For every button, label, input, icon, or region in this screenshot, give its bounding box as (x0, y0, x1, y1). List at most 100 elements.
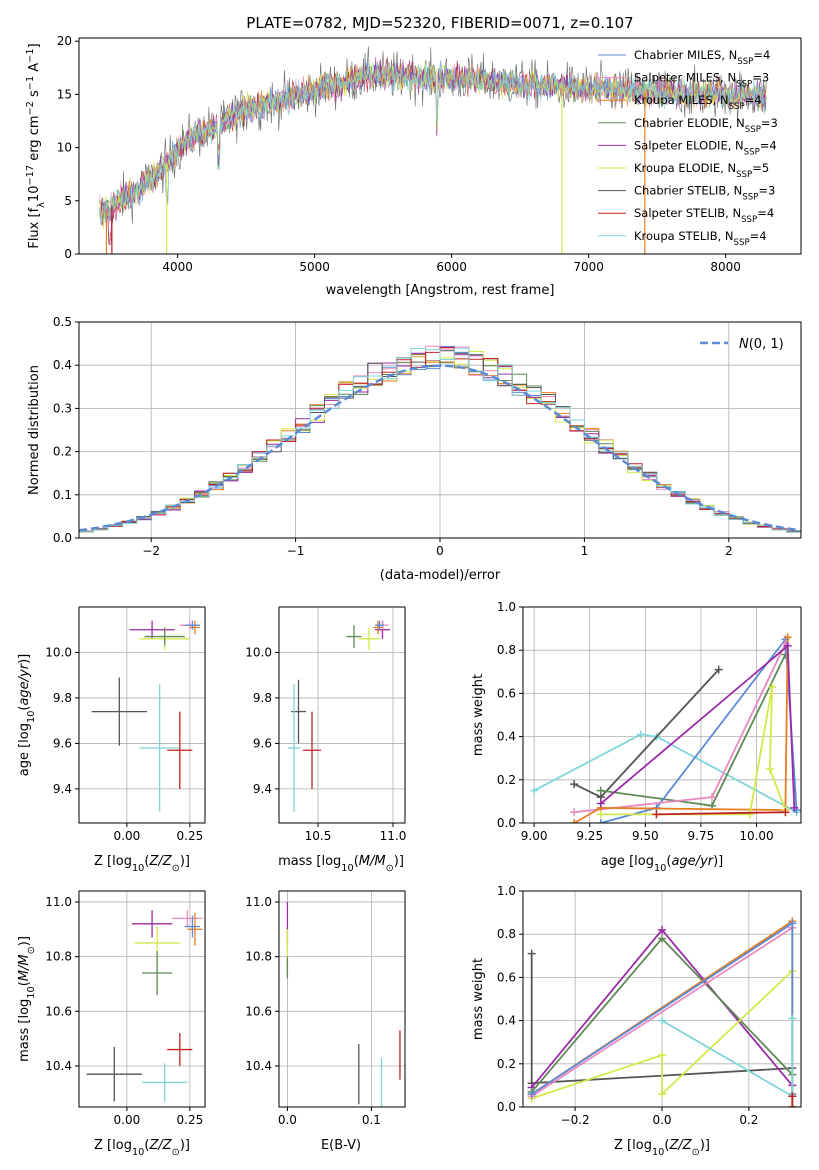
y-tick-label: 9.4 (253, 782, 272, 796)
weight-marker-salpeter_stelib (781, 808, 790, 817)
x-tick-label: 9.50 (632, 829, 659, 843)
legend-label: Kroupa MILES, NSSP=4 (634, 93, 762, 112)
plot-area-weight_vs_age (530, 633, 801, 823)
x-tick-label: 0.25 (177, 1113, 204, 1127)
y-tick-label: 0.2 (497, 1057, 516, 1071)
spectrum-xlabel: wavelength [Angstrom, rest frame] (326, 283, 555, 298)
y-tick-label: 0.6 (497, 970, 516, 984)
weight-marker-kroupa_stelib (658, 1016, 666, 1025)
plot-area-weight_vs_z (527, 917, 797, 1107)
axes-frame (278, 890, 406, 1108)
x-tick-label: 9.00 (521, 829, 548, 843)
y-tick-label: 0.8 (497, 927, 516, 941)
x-tick-label: 0.25 (177, 829, 204, 843)
weight-marker-chabrier_miles (596, 819, 605, 823)
weight-marker-salpeter_elodie (596, 799, 605, 808)
weight-line-kroupa_elodie (600, 686, 787, 816)
plot-area-mass_vs_z (86, 910, 203, 1102)
legend-label: Salpeter MILES, NSSP=3 (634, 71, 769, 90)
x-tick-label: 0.00 (114, 1113, 141, 1127)
weight-marker-kroupa_miles (783, 633, 792, 642)
legend-label: Salpeter STELIB, NSSP=4 (634, 206, 774, 225)
weight-line-chabrier_elodie (600, 654, 787, 807)
weight-marker-chabrier_miles (788, 919, 797, 928)
y-tick-label: 0.1 (53, 488, 72, 502)
legend-label: Kroupa STELIB, NSSP=4 (634, 229, 767, 248)
x-tick-label: 9.25 (576, 829, 603, 843)
weight-vs-age-ylabel: mass weight (471, 674, 486, 756)
y-tick-label: 0.8 (497, 643, 516, 657)
weight-marker-salpeter_miles (708, 793, 717, 802)
weight-vs-z-ylabel: mass weight (471, 958, 486, 1040)
weight-marker-chabrier_stelib (570, 780, 579, 789)
legend-gaussian-label: N(0, 1) (739, 337, 784, 352)
y-tick-label: 10.4 (45, 1059, 72, 1073)
y-tick-label: 10.6 (245, 1004, 272, 1018)
axes-frame (78, 606, 206, 824)
weight-line-kroupa_miles (573, 637, 789, 823)
axes-mass_vs_ebv: 0.0 0.1 10.4 10.6 10.8 11.0 (245, 890, 406, 1127)
y-tick-label: 10.6 (45, 1004, 72, 1018)
axes-spectrum: 4000 5000 6000 7000 8000 0 5 10 15 20 (57, 34, 802, 274)
legend-label: Chabrier ELODIE, NSSP=3 (634, 116, 778, 135)
weight-line-salpeter_stelib (656, 811, 786, 816)
legend-label: Chabrier STELIB, NSSP=3 (634, 184, 775, 203)
axes-frame (278, 606, 406, 824)
mass-vs-z-ylabel: mass [log10(M/M⊙)] (17, 936, 37, 1062)
weight-marker-kroupa_elodie (658, 1051, 666, 1060)
weight-vs-age-xlabel: age [log10(age/yr)] (601, 854, 724, 874)
weight-marker-kroupa_stelib (636, 730, 645, 739)
x-tick-label: 10.5 (305, 829, 332, 843)
x-tick-label: 6000 (436, 260, 467, 274)
plot-area-age_vs_mass (288, 620, 390, 812)
weight-marker-salpeter_elodie (790, 803, 799, 812)
age-vs-mass-xlabel: mass [log10(M/M⊙)] (278, 854, 404, 874)
residuals-xlabel: (data-model)/error (380, 568, 501, 583)
weight-vs-z-xlabel: Z [log10(Z/Z⊙)] (614, 1138, 710, 1158)
y-tick-label: 0 (64, 247, 72, 261)
y-tick-label: 0.0 (497, 816, 516, 830)
y-tick-label: 11.0 (245, 895, 272, 909)
x-tick-label: 4000 (162, 260, 193, 274)
axes-residuals: −2 −1 0 1 2 0.0 0.1 0.2 0.3 0.4 0.5 (53, 315, 802, 558)
y-tick-label: 0.2 (497, 773, 516, 787)
y-tick-label: 9.6 (253, 736, 272, 750)
weight-marker-kroupa_elodie (596, 810, 605, 819)
x-tick-label: 0 (436, 544, 444, 558)
weight-marker-kroupa_elodie (658, 1090, 666, 1099)
plot-area-mass_vs_ebv (286, 901, 401, 1107)
y-tick-label: 0.6 (497, 686, 516, 700)
x-tick-label: 11.0 (380, 829, 407, 843)
axes-weight_vs_age: 9.00 9.25 9.50 9.75 10.00 0.0 0.2 0.4 0.6 0.8 1.0 (497, 600, 802, 843)
axes-frame (78, 37, 802, 255)
y-tick-label: 10.8 (245, 950, 272, 964)
x-tick-label: −1 (287, 544, 305, 558)
weight-marker-kroupa_elodie (745, 810, 754, 819)
axes-age_vs_z: 0.00 0.25 9.4 9.6 9.8 10.0 (45, 606, 206, 843)
weight-marker-salpeter_elodie (783, 641, 792, 650)
age-vs-z-ylabel: age [log10(age/yr)] (17, 654, 37, 777)
weight-marker-salpeter_elodie (658, 925, 666, 934)
y-tick-label: 10.4 (245, 1059, 272, 1073)
y-tick-label: 9.6 (53, 736, 72, 750)
weight-marker-chabrier_miles (527, 1090, 536, 1099)
y-tick-label: 0.2 (53, 445, 72, 459)
x-tick-label: 8000 (710, 260, 741, 274)
y-tick-label: 0.0 (497, 1100, 516, 1114)
y-tick-label: 0.5 (53, 315, 72, 329)
y-tick-label: 0.0 (53, 531, 72, 545)
x-tick-label: 0.0 (278, 1113, 297, 1127)
y-tick-label: 15 (57, 87, 72, 101)
axes-frame (78, 890, 206, 1108)
weight-marker-kroupa_elodie (765, 765, 774, 773)
legend-label: Chabrier MILES, NSSP=4 (634, 48, 770, 67)
legend-label: Salpeter ELODIE, NSSP=4 (634, 138, 777, 157)
legend-label: Kroupa ELODIE, NSSP=5 (634, 161, 769, 180)
y-tick-label: 10.0 (45, 645, 72, 659)
weight-line-salpeter_miles (531, 926, 793, 1097)
axes-weight_vs_z: −0.2 0.0 0.2 0.0 0.2 0.4 0.6 0.8 1.0 (497, 884, 802, 1127)
x-tick-label: −0.2 (561, 1113, 590, 1127)
weight-marker-salpeter_miles (570, 808, 579, 817)
spectrum-title: PLATE=0782, MJD=52320, FIBERID=0071, z=0… (246, 14, 633, 32)
